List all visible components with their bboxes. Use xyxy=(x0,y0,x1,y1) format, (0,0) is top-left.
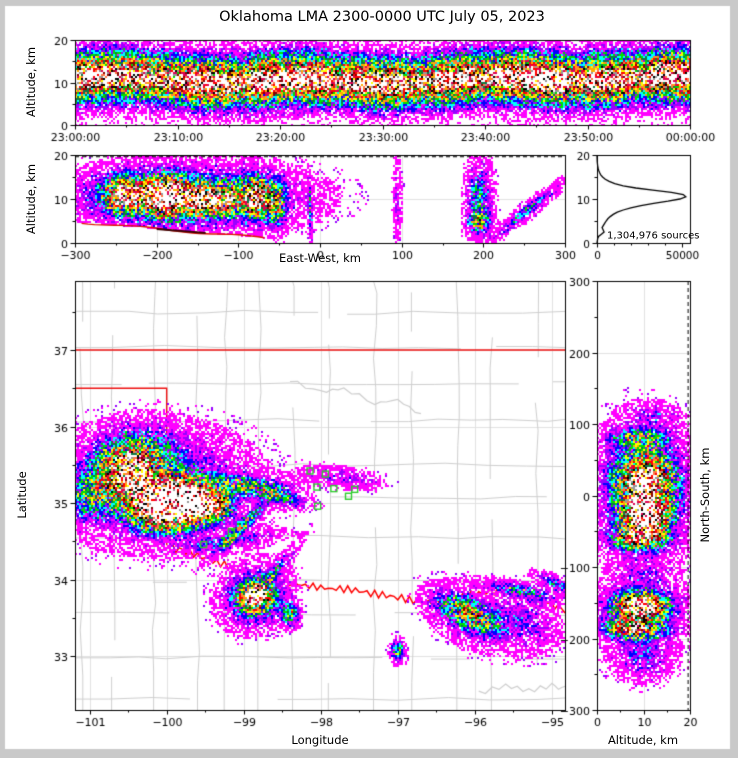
sources-annotation: 1,304,976 sources xyxy=(607,230,700,242)
map-xlabel: Longitude xyxy=(291,733,349,747)
ns-panel-ylabel: North-South, km xyxy=(698,447,712,543)
ns-panel-xlabel: Altitude, km xyxy=(607,733,679,747)
time-panel-ylabel: Altitude, km xyxy=(24,46,38,118)
ew-panel-xlabel: East-West, km xyxy=(279,251,361,265)
map-ylabel: Latitude xyxy=(15,471,29,519)
ew-panel-ylabel: Altitude, km xyxy=(24,163,38,235)
figure-title: Oklahoma LMA 2300-0000 UTC July 05, 2023 xyxy=(219,9,545,25)
